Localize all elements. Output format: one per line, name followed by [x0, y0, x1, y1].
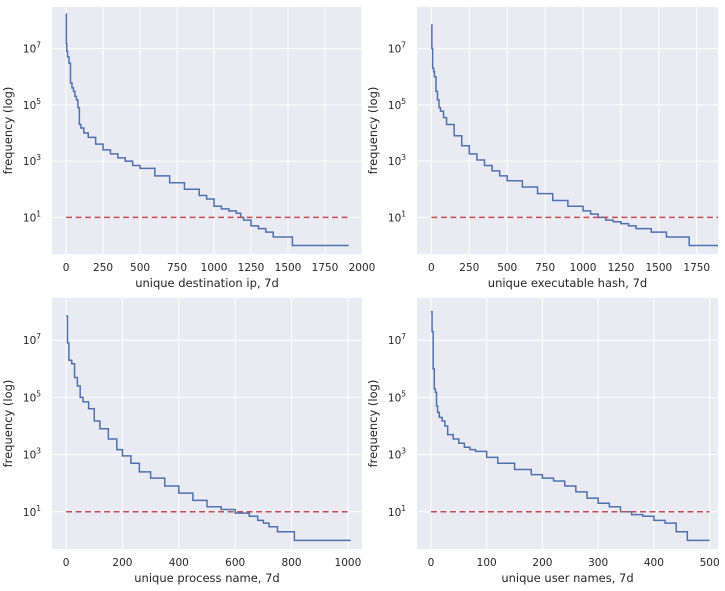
x-tick-label: 1500 — [275, 262, 302, 274]
y-tick-label: 107 — [23, 332, 41, 347]
y-tick-label: 101 — [388, 209, 406, 224]
y-tick-label: 107 — [23, 41, 41, 56]
x-tick-label: 0 — [428, 262, 435, 274]
y-tick-label: 101 — [388, 504, 406, 519]
y-tick-label: 105 — [23, 389, 41, 404]
y-tick-label: 105 — [388, 97, 406, 112]
x-tick-label: 1000 — [201, 262, 228, 274]
y-axis-label: frequency (log) — [1, 380, 15, 468]
x-tick-label: 600 — [225, 557, 245, 569]
x-tick-label: 300 — [588, 557, 608, 569]
x-tick-label: 400 — [644, 557, 664, 569]
y-tick-label: 105 — [388, 389, 406, 404]
subplot-process-name: 0 200 400 600 800 1000 101 103 105 107 unique proc… — [1, 298, 362, 585]
x-tick-label: 2000 — [349, 262, 376, 274]
x-tick-label: 500 — [700, 557, 720, 569]
x-tick-label: 1750 — [683, 262, 710, 274]
y-tick-label: 107 — [388, 41, 406, 56]
x-axis-label: unique destination ip, 7d — [135, 276, 279, 290]
y-tick-label: 101 — [23, 504, 41, 519]
x-axis-label: unique user names, 7d — [501, 571, 633, 585]
x-tick-label: 1750 — [312, 262, 339, 274]
x-tick-label: 1250 — [608, 262, 635, 274]
x-tick-label: 0 — [63, 262, 70, 274]
y-axis-label: frequency (log) — [366, 380, 380, 468]
x-tick-label: 1250 — [238, 262, 265, 274]
frequency-series-line — [430, 310, 710, 542]
x-tick-label: 1000 — [570, 262, 597, 274]
x-tick-label: 0 — [63, 557, 70, 569]
y-axis-label: frequency (log) — [366, 87, 380, 175]
x-tick-label: 250 — [459, 262, 479, 274]
y-tick-label: 103 — [388, 447, 406, 462]
subplot-user-names: 0 100 200 300 400 500 101 103 105 107 unique user … — [366, 298, 720, 585]
x-tick-label: 400 — [169, 557, 189, 569]
x-tick-label: 0 — [428, 557, 435, 569]
x-tick-label: 500 — [130, 262, 150, 274]
y-axis-label: frequency (log) — [1, 87, 15, 175]
x-tick-label: 1500 — [645, 262, 672, 274]
frequency-series-line — [66, 315, 351, 542]
y-tick-label: 103 — [23, 447, 41, 462]
x-tick-label: 750 — [167, 262, 187, 274]
subplot-executable-hash: 0 250 500 750 1000 1250 1500 1750 101 103 105 107 un… — [366, 7, 718, 290]
y-tick-label: 105 — [23, 97, 41, 112]
y-tick-label: 101 — [23, 209, 41, 224]
frequency-series-line — [431, 24, 718, 247]
x-tick-label: 1000 — [335, 557, 362, 569]
x-tick-label: 750 — [535, 262, 555, 274]
y-tick-label: 103 — [388, 153, 406, 168]
frequency-series-line — [65, 13, 349, 247]
x-tick-label: 500 — [497, 262, 517, 274]
x-tick-label: 200 — [532, 557, 552, 569]
x-tick-label: 200 — [112, 557, 132, 569]
subplot-destination-ip: 0 250 500 750 1000 1250 1500 1750 2000 101 103 105 1… — [1, 7, 375, 290]
x-axis-label: unique executable hash, 7d — [488, 276, 647, 290]
y-tick-label: 107 — [388, 332, 406, 347]
x-tick-label: 800 — [282, 557, 302, 569]
x-tick-label: 100 — [477, 557, 497, 569]
x-tick-label: 250 — [93, 262, 113, 274]
y-tick-label: 103 — [23, 153, 41, 168]
x-axis-label: unique process name, 7d — [134, 571, 279, 585]
